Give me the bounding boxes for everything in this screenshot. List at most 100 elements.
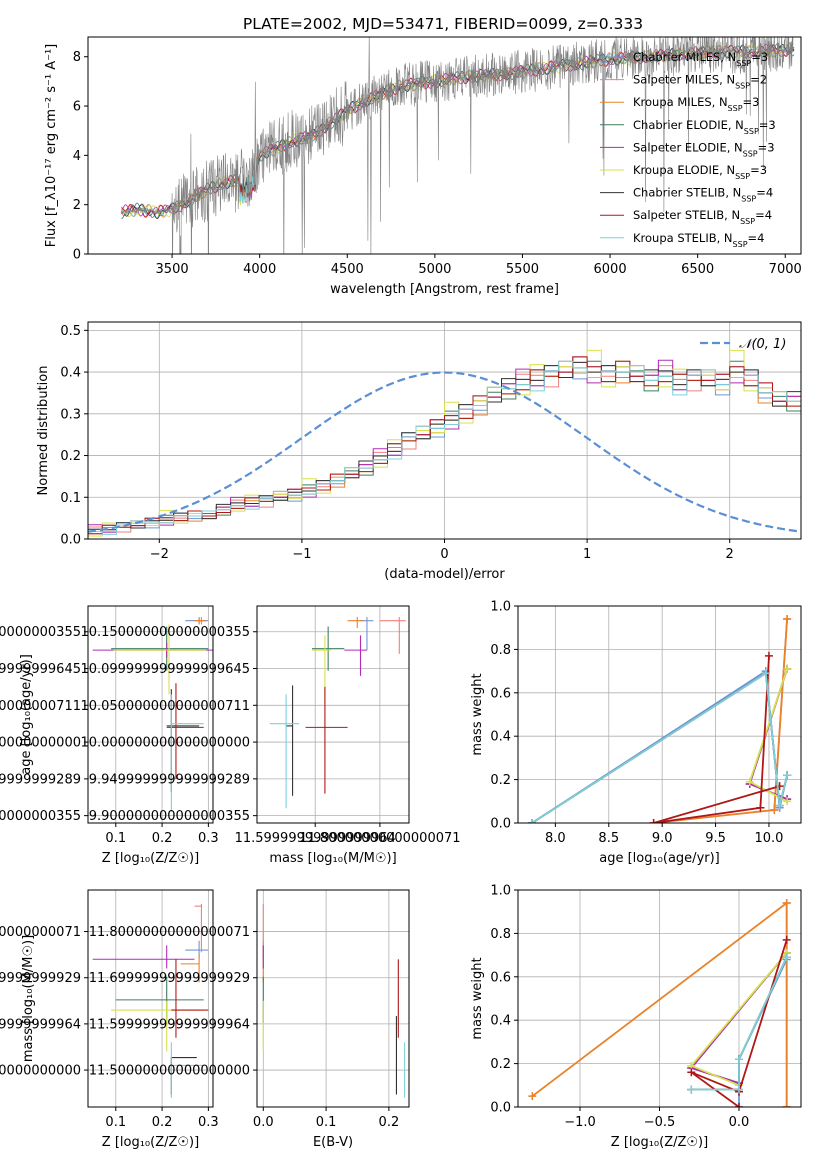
legend-label: 𝒩(0, 1) [739, 337, 786, 352]
y-tick-label: 0.4 [490, 730, 511, 745]
mass-weight-marker [527, 819, 536, 823]
mass_vs_Z-plot-area [92, 903, 209, 1098]
x-tick-label: 3500 [156, 262, 189, 277]
residual-histogram [88, 349, 801, 537]
mass_vs_ebv-panel: 0.0 0.1 0.2 11.50000000000000000 11.59999999… [89, 889, 410, 1150]
age_vs_mass-panel: 11.5999999999999996411.80000000000000071… [80, 605, 461, 866]
x-tick-label: 6000 [594, 262, 627, 277]
y-tick-label: 0.3 [60, 407, 81, 422]
residual-histogram [88, 356, 801, 533]
errorbar-point [311, 626, 345, 671]
errorbar-point [194, 618, 207, 623]
y-tick-label: 10.150000000000000355 [0, 625, 81, 640]
axes-frame [87, 605, 214, 824]
x-axis-label: wavelength [Angstrom, rest frame] [330, 282, 559, 297]
figure-title: PLATE=2002, MJD=53471, FIBERID=0099, z=0… [243, 15, 643, 33]
y-tick-label: 10.050000000000000711 [0, 699, 81, 714]
y-tick-label: 0.0 [490, 817, 511, 832]
y-tick-label: 0.2 [490, 773, 511, 788]
mass_weight_vs_Z-panel: −1.0 −0.5 0.0 0.0 0.2 0.4 0.6 0.8 1.0 Z [log₁₀(Z/… [470, 884, 802, 1150]
residual-histogram [88, 365, 801, 533]
y-tick-label: 10.099999999999999645 [80, 662, 250, 677]
errorbar-point [171, 959, 209, 1038]
y-tick-label: 2 [73, 198, 81, 213]
x-tick-label: 0.3 [198, 831, 219, 846]
legend-label: Salpeter STELIB, NSSP=4 [633, 208, 772, 226]
errorbar-point [286, 685, 294, 796]
residuals-panel: −2 −1 0 1 2 0.0 0.1 0.2 0.3 0.4 0.5 (data-model)/er… [36, 321, 802, 582]
x-tick-label: 4500 [331, 262, 364, 277]
x-tick-label: −2 [150, 547, 169, 562]
x-tick-label: 0.1 [105, 831, 126, 846]
legend-label: Kroupa ELODIE, NSSP=3 [633, 163, 767, 181]
age_vs_mass-axes: 11.5999999999999996411.80000000000000071… [80, 605, 461, 866]
mass_vs_Z-panel: 0.1 0.2 0.3 11.50000000000000000 11.59999999… [0, 889, 219, 1150]
y-tick-label: 1.0 [490, 884, 511, 899]
axes-frame [87, 36, 802, 255]
x-tick-label: 10.0 [754, 831, 783, 846]
mass_weight_vs_age-axes: 8.0 8.5 9.0 9.5 10.0 0.0 0.2 0.4 0.6 0.8 1.0 age [l… [470, 600, 802, 866]
x-tick-label: 0.0 [729, 1115, 750, 1130]
y-tick-label: 10.150000000000000355 [80, 625, 250, 640]
spectrum-plot-area [120, 37, 795, 254]
mass-weight-marker [764, 651, 773, 660]
x-tick-label: 0.1 [316, 1115, 337, 1130]
x-tick-label: 6500 [681, 262, 714, 277]
x-tick-label: 1 [583, 547, 591, 562]
x-tick-label: 0.2 [379, 1115, 400, 1130]
x-tick-label: 0.1 [105, 1115, 126, 1130]
x-tick-label: 0 [440, 547, 448, 562]
axes-frame [256, 605, 410, 824]
x-tick-label: −1 [292, 547, 311, 562]
y-tick-label: 8 [73, 50, 81, 65]
mass-weight-series [734, 955, 791, 1107]
y-axis-label: Normed distribution [36, 366, 51, 496]
x-tick-label: 8.5 [598, 831, 619, 846]
errorbar-point [344, 635, 367, 676]
x-tick-label: 11.59999999999999964 [235, 831, 396, 846]
mass-weight-marker [734, 1085, 743, 1094]
y-tick-label: 0.2 [60, 449, 81, 464]
residual-histogram [88, 360, 801, 532]
mass-weight-series [649, 651, 784, 823]
errorbar-point [269, 694, 300, 809]
x-axis-label: Z [log₁₀(Z/Z☉)] [611, 1135, 708, 1150]
mass-weight-series [527, 669, 792, 823]
errorbar-point [170, 694, 204, 812]
mass_weight_vs_Z-plot-area [528, 899, 791, 1107]
mass-weight-series [528, 899, 791, 1107]
legend-label: Chabrier ELODIE, NSSP=3 [633, 118, 776, 136]
x-axis-label: Z [log₁₀(Z/Z☉)] [102, 1135, 199, 1150]
age_vs_Z-panel: 0.1 0.2 0.3 9.900000000000000355 9.949999999… [0, 605, 219, 866]
y-tick-label: 0.8 [490, 927, 511, 942]
mass_weight_vs_Z-axes: −1.0 −0.5 0.0 0.0 0.2 0.4 0.6 0.8 1.0 Z [log₁₀(Z/… [470, 884, 802, 1150]
mass-weight-marker [783, 797, 792, 806]
mass-weight-marker [649, 819, 658, 823]
mass-weight-marker [782, 899, 791, 908]
mass-weight-marker [770, 805, 779, 814]
y-tick-label: 0.6 [490, 970, 511, 985]
mass_vs_Z-axes: 0.1 0.2 0.3 11.50000000000000000 11.59999999… [0, 889, 219, 1150]
mass-weight-marker [528, 1092, 537, 1101]
y-tick-label: 11.59999999999999964 [0, 1017, 81, 1032]
normal-distribution-curve [88, 371, 799, 533]
y-axis-label: mass [log₁₀(M/M☉)] [21, 935, 36, 1062]
x-axis-label: Z [log₁₀(Z/Z☉)] [102, 851, 199, 866]
errorbar-point [360, 617, 374, 651]
mass-weight-marker [761, 669, 770, 678]
x-tick-label: 2 [726, 547, 734, 562]
x-tick-label: 0.0 [253, 1115, 274, 1130]
errorbar-point [194, 903, 202, 953]
age_vs_Z-plot-area [92, 617, 213, 812]
x-tick-label: 8.0 [545, 831, 566, 846]
errorbar-point [113, 624, 207, 695]
spectrum-panel: 3500 4000 4500 5000 5500 6000 6500 7000 0 2 4 6 8 wav… [44, 36, 802, 297]
mass-weight-marker [745, 777, 754, 786]
x-tick-label: 7000 [769, 262, 802, 277]
mass-weight-series [745, 664, 792, 806]
mass-weight-marker [782, 953, 791, 962]
mass_weight_vs_age-plot-area [527, 615, 792, 823]
residual-histogram [88, 361, 801, 531]
y-tick-label: 11.50000000000000000 [89, 1064, 250, 1079]
y-tick-label: 0.0 [490, 1101, 511, 1116]
